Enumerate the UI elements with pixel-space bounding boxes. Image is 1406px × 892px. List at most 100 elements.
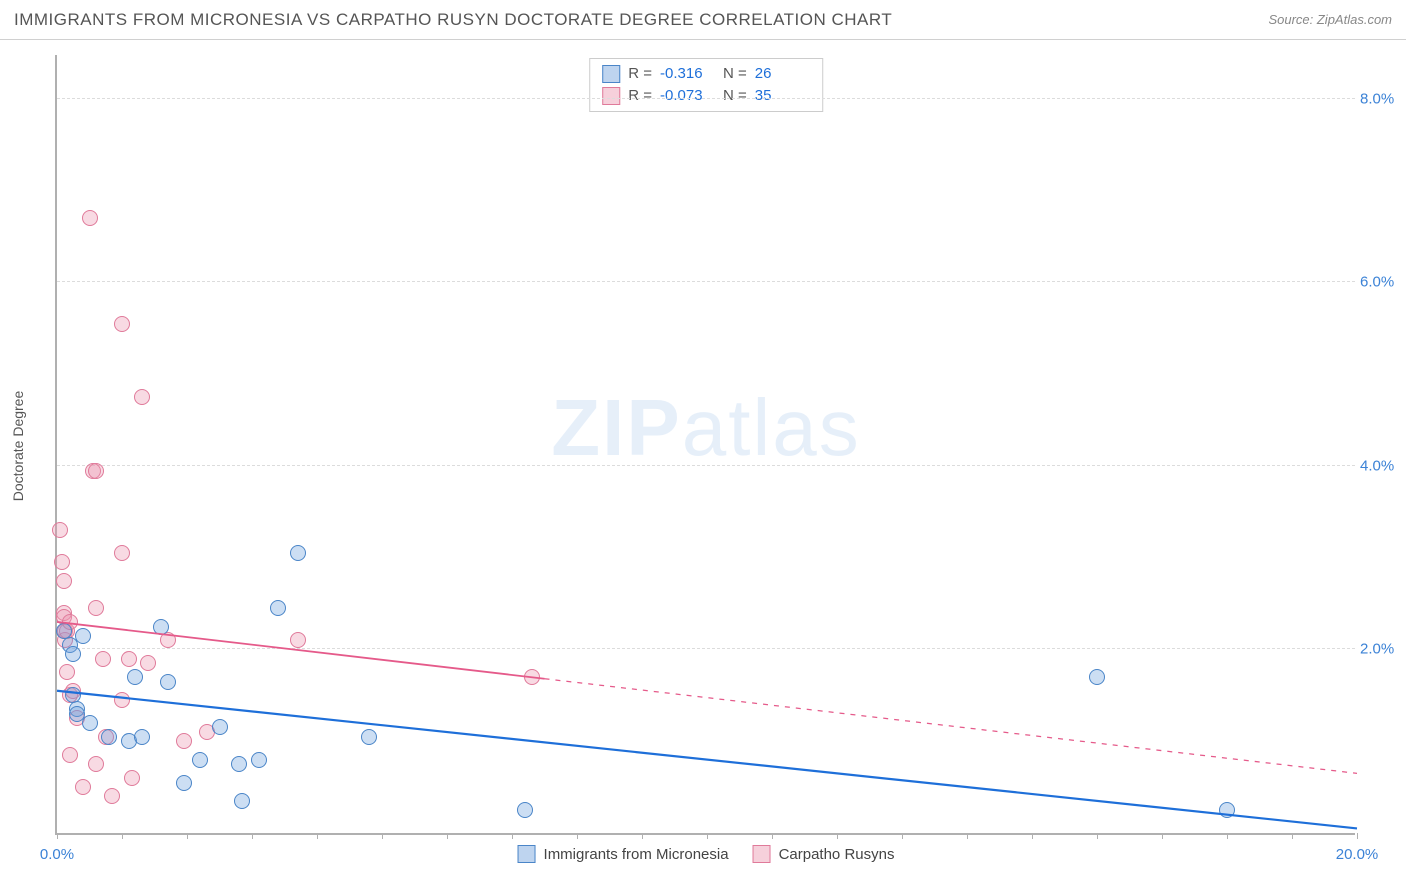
- watermark: ZIPatlas: [551, 382, 860, 474]
- trend-line: [57, 53, 1357, 833]
- y-axis-label: Doctorate Degree: [10, 391, 26, 502]
- data-point: [127, 669, 143, 685]
- data-point: [88, 600, 104, 616]
- swatch-a-icon: [602, 65, 620, 83]
- n-value-b: 35: [755, 85, 810, 107]
- data-point: [114, 692, 130, 708]
- data-point: [114, 316, 130, 332]
- xtick: [967, 833, 968, 839]
- data-point: [56, 573, 72, 589]
- n-label: N =: [723, 63, 747, 85]
- plot-area: ZIPatlas R = -0.316 N = 26 R = -0.073 N …: [55, 55, 1355, 835]
- n-label-2: N =: [723, 85, 747, 107]
- data-point: [134, 389, 150, 405]
- xtick: [447, 833, 448, 839]
- data-point: [82, 210, 98, 226]
- xtick: [1292, 833, 1293, 839]
- xtick: [642, 833, 643, 839]
- legend-item-a: Immigrants from Micronesia: [518, 845, 729, 863]
- data-point: [75, 779, 91, 795]
- data-point: [88, 463, 104, 479]
- data-point: [212, 719, 228, 735]
- data-point: [62, 747, 78, 763]
- watermark-atlas: atlas: [682, 383, 861, 472]
- data-point: [124, 770, 140, 786]
- xtick: [122, 833, 123, 839]
- data-point: [176, 733, 192, 749]
- ytick-label: 8.0%: [1360, 90, 1405, 107]
- xtick: [252, 833, 253, 839]
- data-point: [176, 775, 192, 791]
- legend-label-b: Carpatho Rusyns: [779, 846, 895, 863]
- source-label: Source: ZipAtlas.com: [1268, 12, 1392, 27]
- data-point: [95, 651, 111, 667]
- xtick: [837, 833, 838, 839]
- gridline: [57, 648, 1355, 649]
- xtick: [1097, 833, 1098, 839]
- ytick-label: 2.0%: [1360, 641, 1405, 658]
- r-value-a: -0.316: [660, 63, 715, 85]
- data-point: [82, 715, 98, 731]
- xtick: [187, 833, 188, 839]
- r-label-2: R =: [628, 85, 652, 107]
- data-point: [290, 632, 306, 648]
- legend-series: Immigrants from Micronesia Carpatho Rusy…: [518, 845, 895, 863]
- data-point: [361, 729, 377, 745]
- data-point: [251, 752, 267, 768]
- gridline: [57, 98, 1355, 99]
- data-point: [517, 802, 533, 818]
- chart-title: IMMIGRANTS FROM MICRONESIA VS CARPATHO R…: [14, 10, 892, 30]
- data-point: [75, 628, 91, 644]
- data-point: [160, 674, 176, 690]
- gridline: [57, 281, 1355, 282]
- data-point: [234, 793, 250, 809]
- xtick: [317, 833, 318, 839]
- n-value-a: 26: [755, 63, 810, 85]
- data-point: [59, 664, 75, 680]
- legend-swatch-b-icon: [753, 845, 771, 863]
- ytick-label: 6.0%: [1360, 274, 1405, 291]
- swatch-b-icon: [602, 87, 620, 105]
- data-point: [290, 545, 306, 561]
- data-point: [270, 600, 286, 616]
- legend-stats-row-b: R = -0.073 N = 35: [602, 85, 810, 107]
- watermark-zip: ZIP: [551, 383, 681, 472]
- data-point: [160, 632, 176, 648]
- xtick: [1162, 833, 1163, 839]
- legend-stats-row-a: R = -0.316 N = 26: [602, 63, 810, 85]
- data-point: [1089, 669, 1105, 685]
- data-point: [65, 646, 81, 662]
- xtick: [772, 833, 773, 839]
- data-point: [54, 554, 70, 570]
- legend-stats: R = -0.316 N = 26 R = -0.073 N = 35: [589, 58, 823, 112]
- data-point: [121, 651, 137, 667]
- xtick: [707, 833, 708, 839]
- xtick: [512, 833, 513, 839]
- data-point: [134, 729, 150, 745]
- data-point: [231, 756, 247, 772]
- data-point: [192, 752, 208, 768]
- ytick-label: 4.0%: [1360, 457, 1405, 474]
- data-point: [153, 619, 169, 635]
- trend-line: [57, 53, 1357, 833]
- data-point: [140, 655, 156, 671]
- xtick: [382, 833, 383, 839]
- xtick: [57, 833, 58, 839]
- xtick-label: 0.0%: [40, 846, 74, 863]
- xtick: [1357, 833, 1358, 839]
- legend-swatch-a-icon: [518, 845, 536, 863]
- data-point: [52, 522, 68, 538]
- r-label: R =: [628, 63, 652, 85]
- data-point: [104, 788, 120, 804]
- data-point: [524, 669, 540, 685]
- xtick: [1032, 833, 1033, 839]
- data-point: [1219, 802, 1235, 818]
- header-bar: IMMIGRANTS FROM MICRONESIA VS CARPATHO R…: [0, 0, 1406, 40]
- r-value-b: -0.073: [660, 85, 715, 107]
- xtick-label: 20.0%: [1336, 846, 1379, 863]
- gridline: [57, 465, 1355, 466]
- legend-label-a: Immigrants from Micronesia: [544, 846, 729, 863]
- xtick: [1227, 833, 1228, 839]
- legend-item-b: Carpatho Rusyns: [753, 845, 895, 863]
- xtick: [577, 833, 578, 839]
